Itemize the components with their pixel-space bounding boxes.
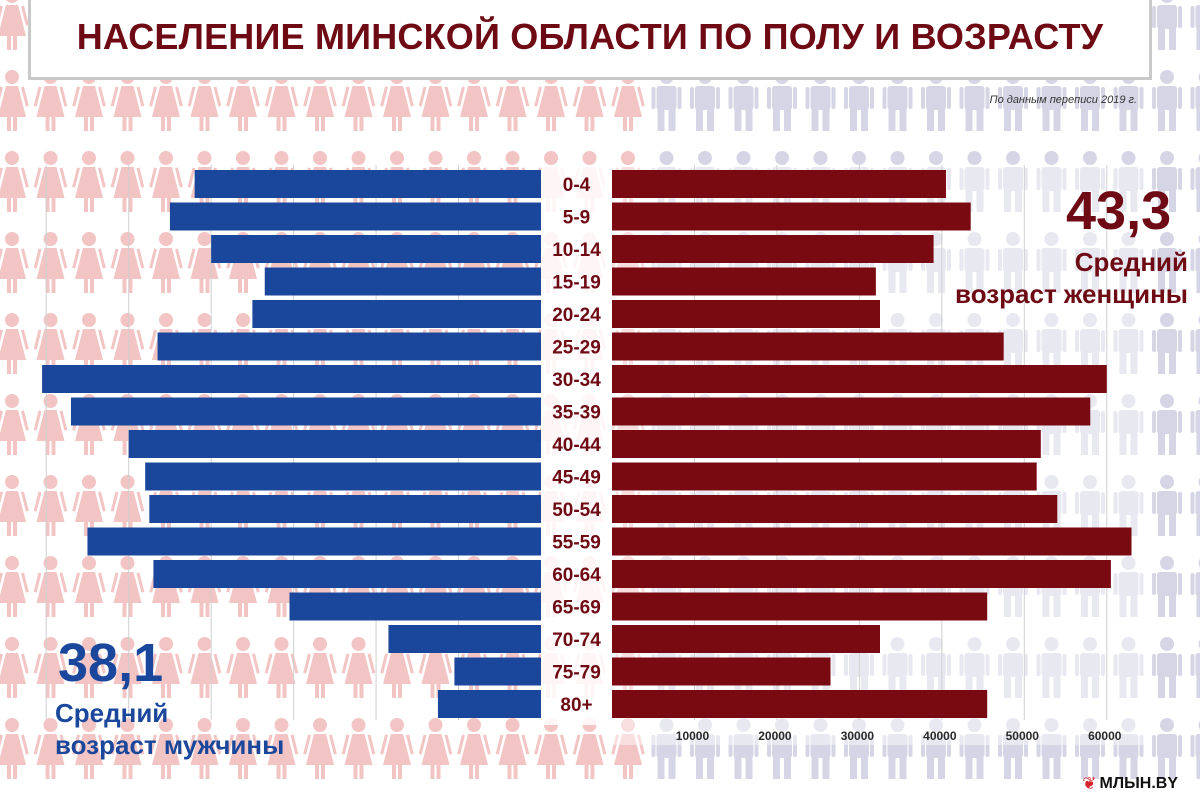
male-bar bbox=[145, 462, 541, 491]
age-label-column bbox=[541, 165, 612, 725]
age-group-label: 60-64 bbox=[552, 565, 601, 586]
age-group-label: 0-4 bbox=[563, 175, 591, 196]
female-bar bbox=[612, 267, 876, 296]
male-bar bbox=[157, 332, 542, 361]
female-bar bbox=[612, 657, 831, 686]
male-bar bbox=[70, 397, 541, 426]
male-bar bbox=[128, 430, 541, 458]
male-bar bbox=[252, 300, 541, 328]
female-bar bbox=[612, 235, 934, 263]
female-bar bbox=[612, 527, 1132, 556]
x-tick-label: 40000 bbox=[923, 729, 957, 743]
male-bar bbox=[42, 365, 541, 393]
female-average-age-label: Средний возраст женщины bbox=[955, 246, 1188, 310]
x-tick-label: 60000 bbox=[1088, 729, 1122, 743]
x-tick-label: 10000 bbox=[676, 729, 710, 743]
age-group-label: 65-69 bbox=[552, 598, 601, 619]
age-group-label: 25-29 bbox=[552, 338, 601, 359]
female-bar bbox=[612, 495, 1058, 523]
male-bar bbox=[211, 235, 541, 263]
age-group-label: 15-19 bbox=[552, 273, 601, 294]
female-bar bbox=[612, 202, 971, 231]
age-group-label: 80+ bbox=[560, 695, 592, 716]
x-tick-label: 20000 bbox=[758, 729, 792, 743]
age-group-label: 50-54 bbox=[552, 500, 601, 521]
female-bar bbox=[612, 300, 880, 328]
male-bar bbox=[454, 657, 541, 686]
age-group-label: 75-79 bbox=[552, 663, 601, 684]
male-average-age-label: Средний возраст мужчины bbox=[55, 697, 284, 761]
female-average-age-value: 43,3 bbox=[1066, 181, 1172, 241]
chart-title: НАСЕЛЕНИЕ МИНСКОЙ ОБЛАСТИ ПО ПОЛУ И ВОЗР… bbox=[76, 16, 1104, 57]
male-bar bbox=[149, 495, 542, 523]
female-bar bbox=[612, 397, 1091, 426]
male-bar bbox=[87, 527, 541, 556]
age-group-label: 30-34 bbox=[552, 370, 601, 391]
age-group-label: 35-39 bbox=[552, 403, 601, 424]
male-bar bbox=[169, 202, 541, 231]
male-label-line1: Средний bbox=[55, 698, 169, 728]
age-group-label: 70-74 bbox=[552, 630, 601, 651]
female-bar bbox=[612, 365, 1107, 393]
male-bar bbox=[153, 560, 541, 588]
age-group-label: 10-14 bbox=[552, 240, 601, 261]
logo-text: МЛЫН.BY bbox=[1099, 775, 1178, 792]
female-bar bbox=[612, 690, 988, 718]
male-bar bbox=[437, 690, 541, 718]
age-group-label: 20-24 bbox=[552, 305, 601, 326]
female-label-line2: возраст женщины bbox=[955, 279, 1188, 309]
female-bar bbox=[612, 560, 1111, 588]
male-bar bbox=[194, 170, 541, 198]
female-bar bbox=[612, 332, 1004, 361]
male-average-age-value: 38,1 bbox=[58, 633, 164, 693]
male-label-line2: возраст мужчины bbox=[55, 730, 285, 760]
female-bar bbox=[612, 430, 1041, 458]
male-bar bbox=[264, 267, 541, 296]
male-bar bbox=[289, 592, 541, 621]
age-group-label: 40-44 bbox=[552, 435, 601, 456]
x-tick-label: 50000 bbox=[1006, 729, 1040, 743]
source-note: По данным переписи 2019 г. bbox=[989, 94, 1137, 106]
x-tick-label: 30000 bbox=[841, 729, 875, 743]
logo-mark-icon: ❦ bbox=[1082, 774, 1097, 793]
title-banner: НАСЕЛЕНИЕ МИНСКОЙ ОБЛАСТИ ПО ПОЛУ И ВОЗР… bbox=[28, 0, 1152, 80]
age-group-label: 55-59 bbox=[552, 533, 601, 554]
male-bar bbox=[388, 625, 541, 653]
age-group-label: 45-49 bbox=[552, 468, 601, 489]
female-bar bbox=[612, 462, 1037, 491]
female-bar bbox=[612, 592, 988, 621]
female-label-line1: Средний bbox=[1074, 247, 1188, 277]
age-group-label: 5-9 bbox=[563, 208, 590, 229]
site-logo[interactable]: ❦ МЛЫН.BY bbox=[1082, 774, 1178, 794]
female-bar bbox=[612, 625, 880, 653]
female-bar bbox=[612, 170, 946, 198]
